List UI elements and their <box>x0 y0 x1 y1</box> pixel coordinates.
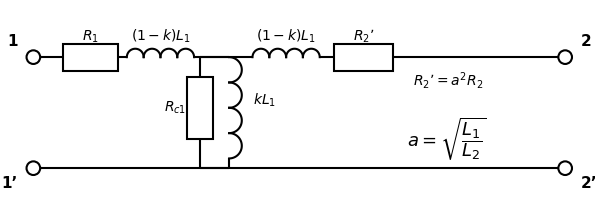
Text: $a = \sqrt{\dfrac{L_1}{L_2}}$: $a = \sqrt{\dfrac{L_1}{L_2}}$ <box>407 116 487 162</box>
Bar <box>62 44 118 71</box>
Text: 2: 2 <box>581 34 592 49</box>
Text: $R_2’ = a^2 R_2$: $R_2’ = a^2 R_2$ <box>413 70 484 91</box>
Text: $(1-k)L_1$: $(1-k)L_1$ <box>131 28 190 45</box>
Text: $R_{c1}$: $R_{c1}$ <box>164 100 186 116</box>
Bar <box>187 77 213 139</box>
Text: 1: 1 <box>7 34 18 49</box>
Text: $R_2’$: $R_2’$ <box>353 28 374 45</box>
Bar <box>334 44 393 71</box>
Text: 2’: 2’ <box>581 176 597 191</box>
Text: $R_1$: $R_1$ <box>82 29 99 45</box>
Text: 1’: 1’ <box>2 176 18 191</box>
Text: $kL_1$: $kL_1$ <box>253 91 275 109</box>
Text: $(1-k)L_1$: $(1-k)L_1$ <box>256 28 316 45</box>
